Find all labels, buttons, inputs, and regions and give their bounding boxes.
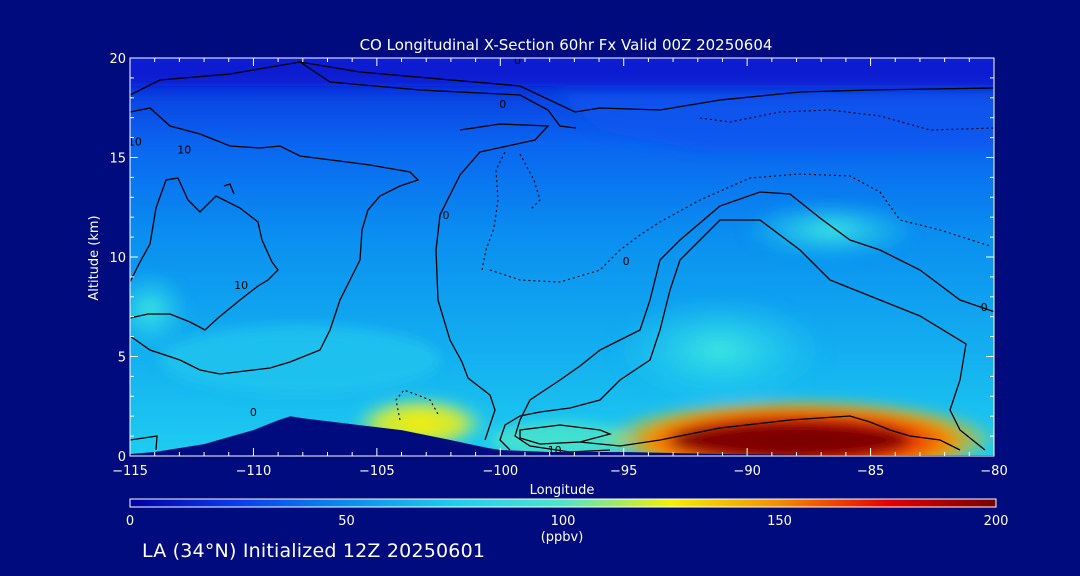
colorbar-label: (ppbv) — [541, 530, 584, 545]
contour-label: 0 — [514, 54, 521, 67]
y-tick-label: 5 — [118, 351, 126, 366]
contour-label: 10 — [177, 144, 191, 157]
y-axis-label: Altitude (km) — [87, 215, 102, 300]
concentration-field — [130, 58, 994, 456]
colorbar-ticks: 0 50 100 150 200 — [126, 514, 1009, 529]
x-tick-label: −80 — [980, 464, 1007, 479]
x-tick-label: −95 — [610, 464, 637, 479]
contour-label: 0 — [981, 301, 988, 314]
contour-label: 0 — [442, 209, 449, 222]
y-tick-label: 0 — [118, 450, 126, 465]
contour-label: 0 — [623, 255, 630, 268]
colorbar-strip — [129, 498, 997, 508]
x-tick-label: −105 — [359, 464, 395, 479]
x-tick-label: −85 — [857, 464, 884, 479]
plot-area: 0 10 10 0 10 0 0 0 10 0 — [128, 54, 994, 457]
terrain-mask — [130, 416, 994, 456]
x-tick-label: −110 — [236, 464, 272, 479]
contour-label: 10 — [234, 279, 248, 292]
contour-labels: 0 10 10 0 10 0 0 0 10 0 — [128, 54, 988, 457]
contour-label: 10 — [128, 136, 142, 149]
x-tick-label: −115 — [112, 464, 148, 479]
y-tick-label: 10 — [109, 251, 126, 266]
x-tick-label: −100 — [482, 464, 518, 479]
colorbar-tick-label: 50 — [338, 514, 355, 529]
colorbar-tick-label: 150 — [767, 514, 792, 529]
y-tick-label: 20 — [109, 52, 126, 67]
contour-label: 0 — [499, 98, 506, 111]
contour-lines — [130, 61, 994, 453]
colorbar-tick-label: 100 — [551, 514, 576, 529]
colorbar-tick-label: 0 — [126, 514, 134, 529]
initialization-footer: LA (34°N) Initialized 12Z 20250601 — [142, 540, 486, 562]
chart-title: CO Longitudinal X-Section 60hr Fx Valid … — [360, 36, 773, 54]
x-tick-label: −90 — [733, 464, 760, 479]
x-axis-label: Longitude — [530, 483, 595, 498]
colorbar: 0 50 100 150 200 (ppbv) — [126, 498, 1009, 545]
contour-label: 0 — [250, 406, 257, 419]
contour-label: 10 — [548, 444, 562, 457]
colorbar-tick-label: 200 — [984, 514, 1009, 529]
negative-contours — [395, 109, 994, 421]
y-tick-label: 15 — [109, 152, 126, 167]
x-axis: −115 −110 −105 −100 −95 −90 −85 −80 — [112, 58, 1008, 479]
